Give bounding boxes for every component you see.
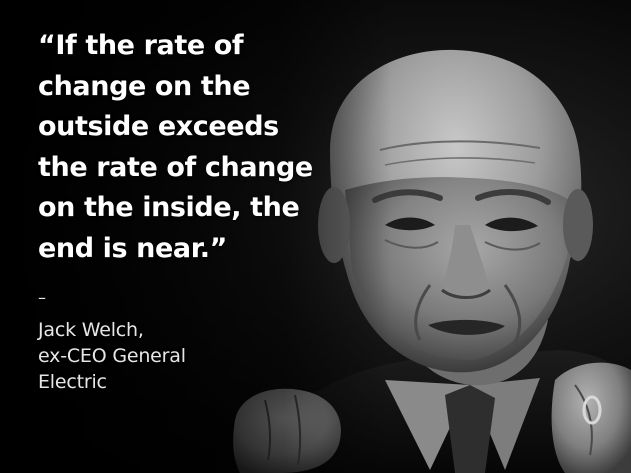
attribution-dash: – — [38, 288, 46, 307]
quote-text: “If the rate of change on the outside ex… — [38, 30, 313, 264]
quote-attribution: Jack Welch, ex-CEO General Electric — [38, 319, 186, 393]
